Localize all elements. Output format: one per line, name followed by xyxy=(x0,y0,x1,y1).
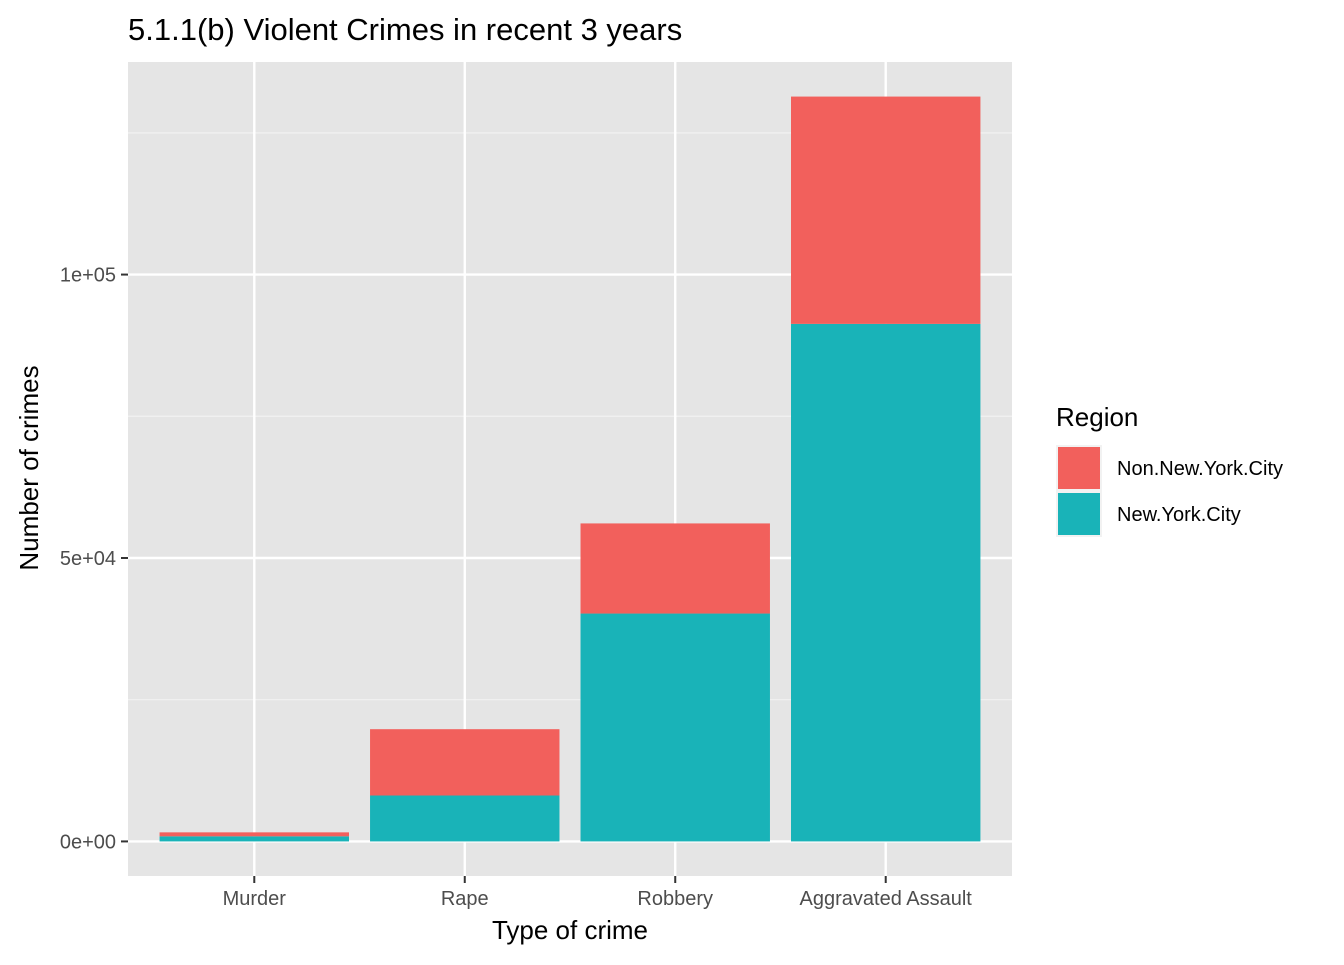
legend-swatch xyxy=(1058,447,1100,489)
x-tick-label: Aggravated Assault xyxy=(800,888,973,910)
bar-segment-nyc xyxy=(791,323,981,842)
y-axis: 0e+00 5e+04 1e+05 xyxy=(60,265,128,853)
x-axis-label: Type of crime xyxy=(492,915,648,945)
x-axis: Murder Rape Robbery Aggravated Assault xyxy=(223,876,973,910)
bar-segment-nyc xyxy=(370,795,560,842)
legend-label: Non.New.York.City xyxy=(1117,458,1283,480)
legend: Region Non.New.York.City New.York.City xyxy=(1056,402,1283,537)
legend-label: New.York.City xyxy=(1117,504,1241,526)
bar-segment-non-nyc xyxy=(580,523,770,614)
legend-title: Region xyxy=(1056,402,1138,432)
bars xyxy=(159,96,981,842)
x-tick-label: Murder xyxy=(223,888,287,910)
x-tick-label: Rape xyxy=(441,888,489,910)
bar-segment-non-nyc xyxy=(370,729,560,796)
y-tick-label: 0e+00 xyxy=(60,831,116,853)
bar-segment-nyc xyxy=(580,613,770,842)
y-tick-label: 5e+04 xyxy=(60,548,116,570)
chart-title: 5.1.1(b) Violent Crimes in recent 3 year… xyxy=(128,12,682,47)
y-tick-label: 1e+05 xyxy=(60,265,116,287)
legend-swatch xyxy=(1058,493,1100,535)
bar-segment-non-nyc xyxy=(791,96,981,324)
x-tick-label: Robbery xyxy=(637,888,713,910)
bar-segment-non-nyc xyxy=(159,832,349,837)
y-axis-label: Number of crimes xyxy=(14,365,44,570)
bar-segment-nyc xyxy=(159,836,349,842)
